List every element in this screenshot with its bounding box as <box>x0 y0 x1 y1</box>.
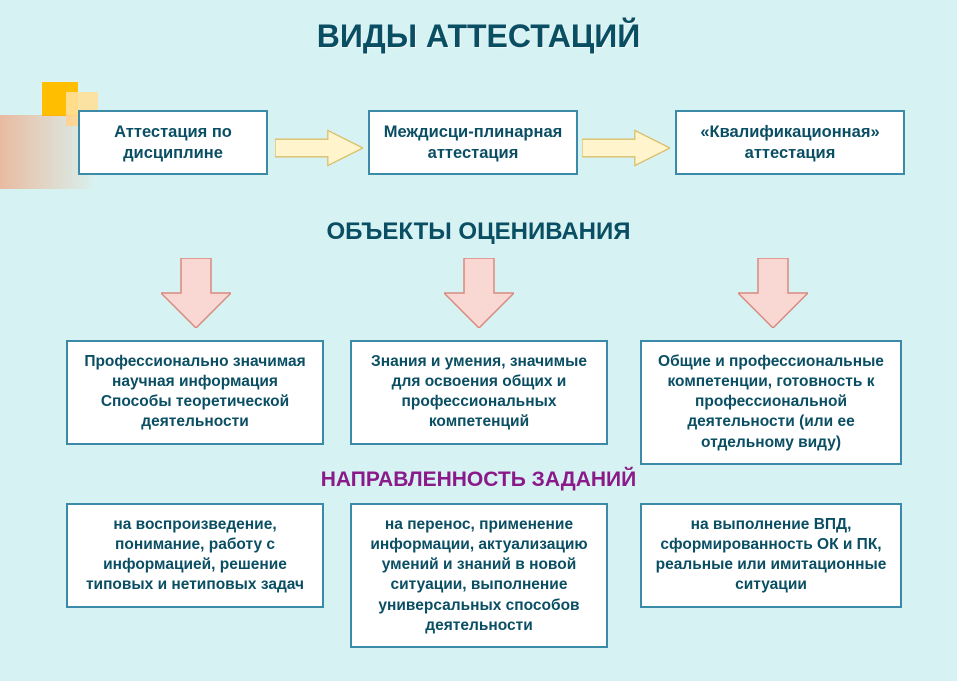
arrow-down-3 <box>738 258 808 328</box>
arrow-down-2 <box>444 258 514 328</box>
types-row: Аттестация по дисциплине Междисци-плинар… <box>0 110 957 200</box>
type-box-interdisciplinary: Междисци-плинарная аттестация <box>368 110 578 175</box>
object-box-1: Профессионально значимая научная информа… <box>66 340 324 445</box>
task-box-2: на перенос, применение информации, актуа… <box>350 503 608 648</box>
object-box-2: Знания и умения, значимые для освоения о… <box>350 340 608 445</box>
arrow-right-1 <box>275 128 363 168</box>
type-box-qualification: «Квалификационная» аттестация <box>675 110 905 175</box>
object-box-3: Общие и профессиональные компетенции, го… <box>640 340 902 465</box>
task-box-3: на выполнение ВПД, сформированность ОК и… <box>640 503 902 608</box>
page-title: ВИДЫ АТТЕСТАЦИЙ <box>0 0 957 55</box>
arrow-right-2 <box>582 128 670 168</box>
type-box-discipline: Аттестация по дисциплине <box>78 110 268 175</box>
task-box-1: на воспроизведение, понимание, работу с … <box>66 503 324 608</box>
section-title-objects: ОБЪЕКТЫ ОЦЕНИВАНИЯ <box>0 218 957 246</box>
arrow-down-1 <box>161 258 231 328</box>
section-title-tasks: НАПРАВЛЕННОСТЬ ЗАДАНИЙ <box>0 468 957 492</box>
